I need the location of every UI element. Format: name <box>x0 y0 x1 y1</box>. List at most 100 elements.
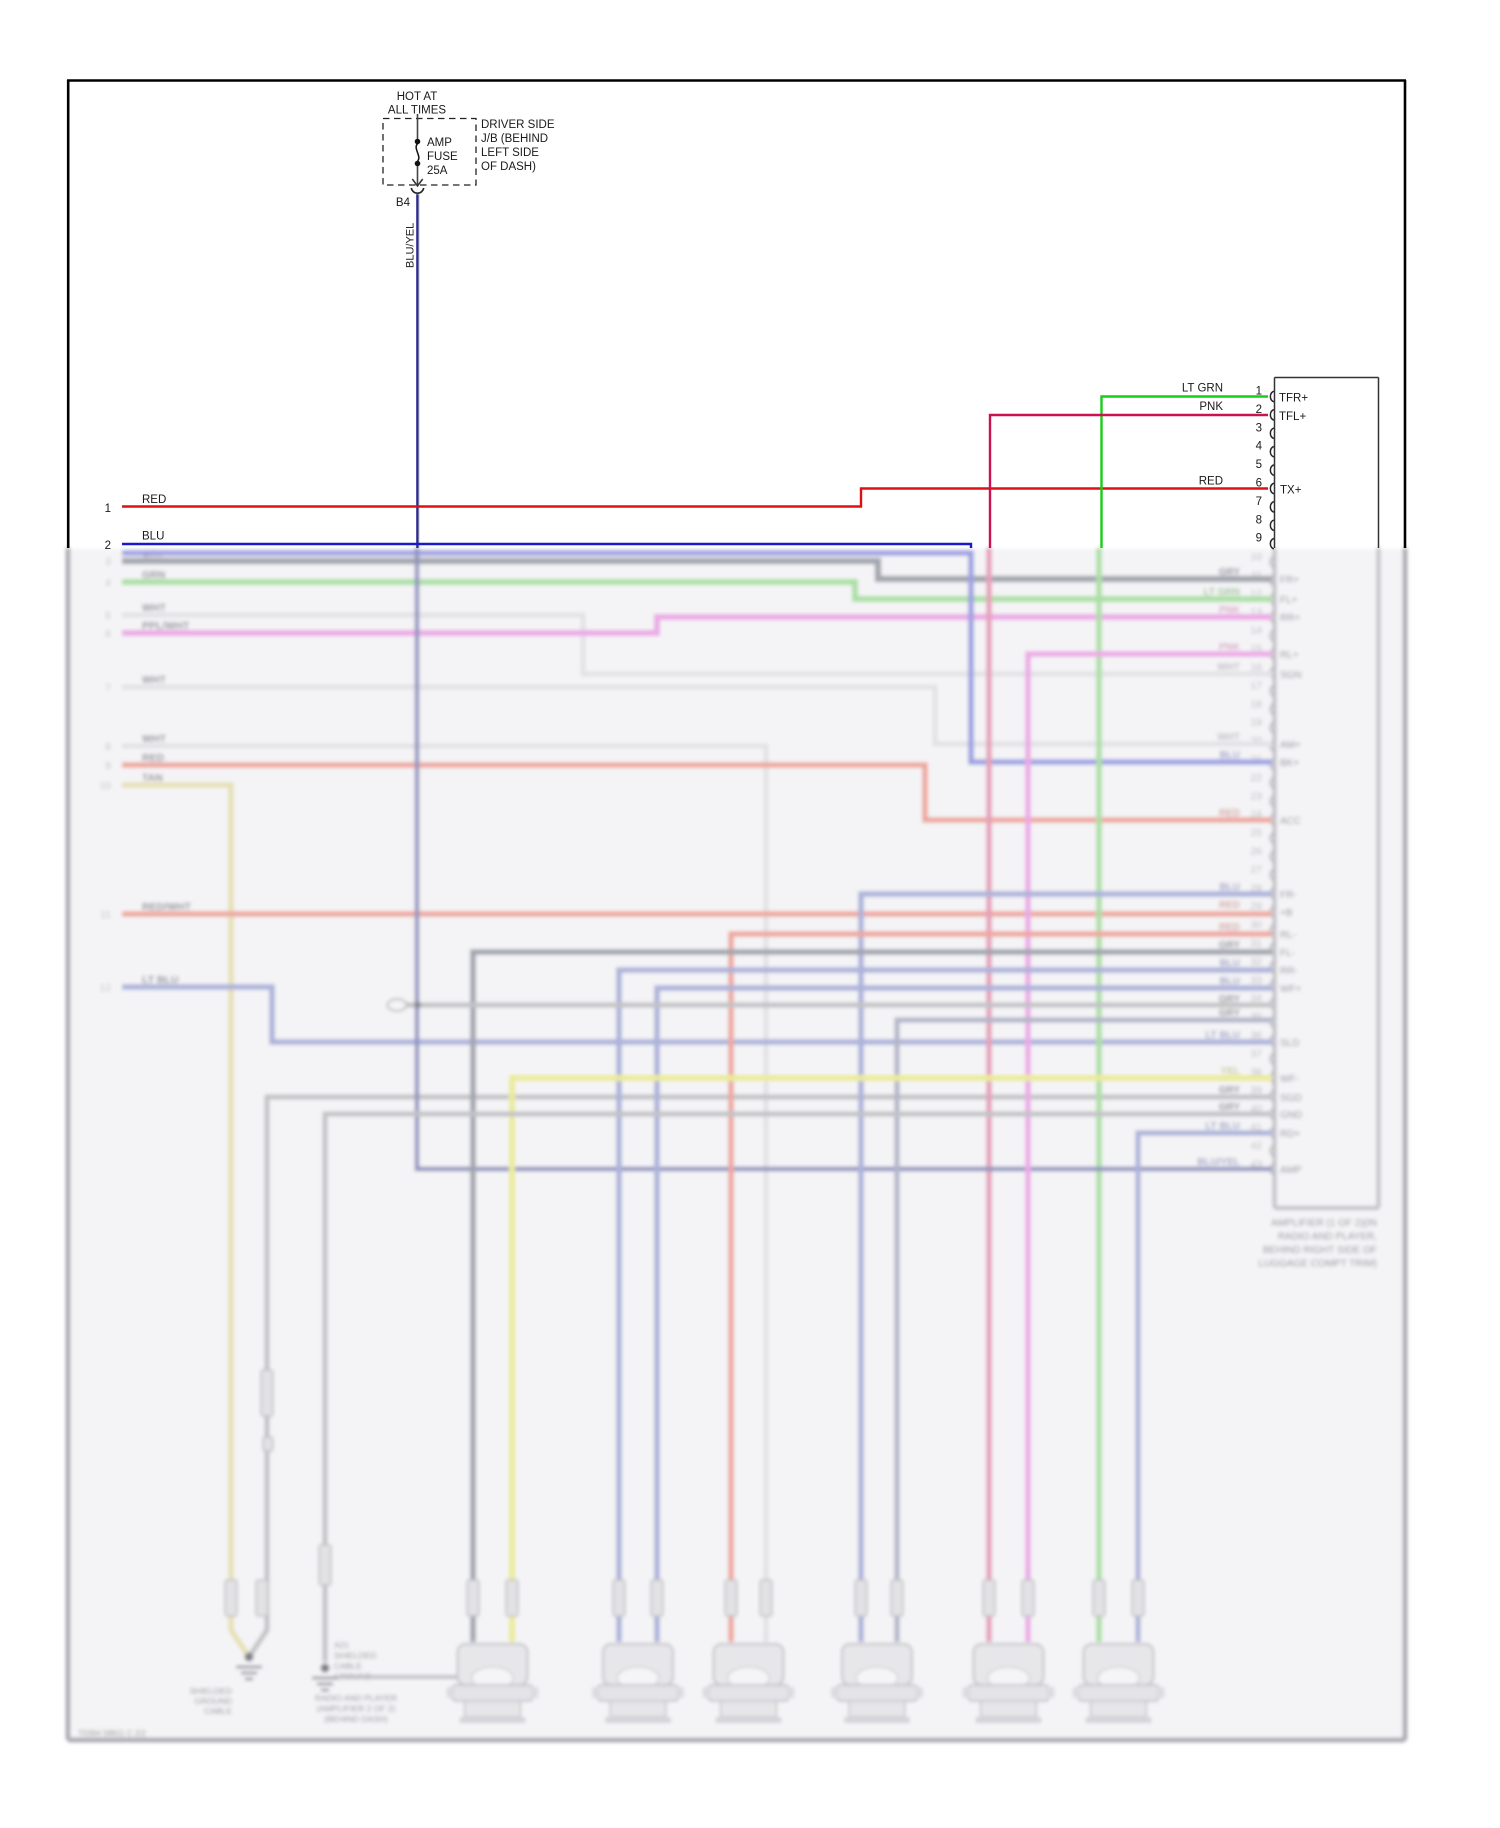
svg-text:SHIELDED: SHIELDED <box>189 1686 232 1696</box>
svg-text:BLU/YEL: BLU/YEL <box>405 223 417 268</box>
svg-text:BLU: BLU <box>1219 750 1240 761</box>
svg-text:28: 28 <box>1250 882 1262 894</box>
svg-text:6: 6 <box>1256 478 1262 490</box>
svg-text:26: 26 <box>1250 846 1262 858</box>
svg-text:PNK: PNK <box>1219 605 1241 616</box>
svg-text:17: 17 <box>1250 680 1262 692</box>
svg-text:RED: RED <box>142 752 165 764</box>
svg-text:GRY: GRY <box>1219 994 1241 1005</box>
svg-text:RED: RED <box>1219 808 1240 819</box>
svg-text:12: 12 <box>99 982 111 994</box>
svg-text:25: 25 <box>1250 827 1262 839</box>
svg-text:40: 40 <box>1250 1103 1262 1115</box>
svg-text:34: 34 <box>1250 993 1262 1005</box>
svg-text:25A: 25A <box>427 165 448 177</box>
svg-text:GROUND: GROUND <box>194 1696 232 1706</box>
svg-text:9: 9 <box>105 760 111 772</box>
svg-text:BK+: BK+ <box>1280 758 1299 769</box>
svg-text:RED/WHT: RED/WHT <box>142 901 192 913</box>
svg-text:RADIO AND PLAYER: RADIO AND PLAYER <box>315 1693 397 1703</box>
svg-text:4: 4 <box>1256 441 1263 453</box>
svg-text:BEHIND RIGHT SIDE OF: BEHIND RIGHT SIDE OF <box>1263 1245 1377 1256</box>
svg-text:29: 29 <box>1250 901 1262 913</box>
svg-text:OF DASH): OF DASH) <box>481 161 536 173</box>
svg-text:13: 13 <box>1250 606 1262 618</box>
svg-text:37: 37 <box>1250 1048 1262 1060</box>
svg-text:15: 15 <box>1250 643 1262 655</box>
svg-text:32: 32 <box>1250 956 1262 968</box>
svg-text:LT GRN: LT GRN <box>1182 383 1223 395</box>
svg-text:27: 27 <box>1250 864 1262 876</box>
svg-text:6: 6 <box>105 628 111 640</box>
svg-text:9: 9 <box>1256 533 1262 545</box>
svg-text:T0394 58811 C 2/2: T0394 58811 C 2/2 <box>78 1729 146 1738</box>
svg-text:DRIVER SIDE: DRIVER SIDE <box>481 119 555 131</box>
svg-text:23: 23 <box>1250 790 1262 802</box>
svg-text:GRY: GRY <box>1219 1102 1241 1113</box>
svg-text:FL-: FL- <box>1280 948 1295 959</box>
svg-text:WHT: WHT <box>142 674 166 686</box>
svg-text:31: 31 <box>1250 938 1262 950</box>
svg-text:RED: RED <box>1219 900 1240 911</box>
svg-text:8: 8 <box>1256 514 1262 526</box>
svg-text:AM+: AM+ <box>1280 740 1301 751</box>
svg-text:11: 11 <box>100 909 111 921</box>
svg-text:TFL+: TFL+ <box>1279 411 1306 423</box>
svg-text:GRY: GRY <box>1219 1008 1241 1019</box>
svg-text:RR+: RR+ <box>1280 613 1300 624</box>
svg-text:LT BLU: LT BLU <box>1205 1121 1240 1132</box>
svg-text:39: 39 <box>1250 1085 1262 1097</box>
svg-text:RL+: RL+ <box>1280 650 1299 661</box>
svg-text:WHT: WHT <box>1217 662 1240 673</box>
svg-text:2: 2 <box>105 540 111 552</box>
svg-text:3: 3 <box>105 556 111 568</box>
svg-text:RR-: RR- <box>1280 966 1298 977</box>
svg-text:WF-: WF- <box>1280 1074 1299 1085</box>
svg-text:WHT: WHT <box>142 602 166 614</box>
svg-text:RED: RED <box>1199 476 1223 488</box>
svg-text:WHT: WHT <box>142 733 166 745</box>
svg-text:RED: RED <box>1219 922 1240 933</box>
svg-text:5: 5 <box>1256 459 1262 471</box>
svg-text:AMP: AMP <box>427 137 452 149</box>
svg-text:7: 7 <box>1256 496 1262 508</box>
svg-text:LUGGAGE COMPT TRIM): LUGGAGE COMPT TRIM) <box>1258 1259 1377 1270</box>
svg-text:TAN: TAN <box>142 772 163 784</box>
svg-text:A21: A21 <box>334 1640 349 1650</box>
svg-text:1: 1 <box>1256 386 1262 398</box>
svg-text:FL+: FL+ <box>1280 595 1298 606</box>
svg-text:SHIELDED: SHIELDED <box>334 1651 377 1661</box>
svg-text:22: 22 <box>1250 772 1262 784</box>
svg-text:35: 35 <box>1250 1011 1262 1023</box>
svg-text:SGD: SGD <box>1280 1093 1302 1104</box>
svg-text:BLU: BLU <box>1219 958 1240 969</box>
svg-text:LT BLU: LT BLU <box>1205 1030 1240 1041</box>
svg-text:BLU/YEL: BLU/YEL <box>1197 1157 1240 1168</box>
svg-text:LT BLU: LT BLU <box>142 974 179 986</box>
svg-text:10: 10 <box>1250 551 1262 563</box>
svg-text:12: 12 <box>1250 588 1262 600</box>
svg-text:RD+: RD+ <box>1280 1129 1300 1140</box>
svg-text:19: 19 <box>1250 717 1262 729</box>
svg-text:GRY: GRY <box>1219 1085 1241 1096</box>
svg-text:LT GRN: LT GRN <box>1204 587 1240 598</box>
svg-text:PNK: PNK <box>1199 401 1223 413</box>
svg-text:RED: RED <box>142 494 166 506</box>
svg-text:WHT: WHT <box>1217 732 1240 743</box>
svg-text:20: 20 <box>1250 735 1262 747</box>
svg-text:TX+: TX+ <box>1280 485 1302 497</box>
svg-text:CABLE: CABLE <box>334 1661 362 1671</box>
svg-text:42: 42 <box>1250 1140 1262 1152</box>
svg-text:YEL: YEL <box>1221 1066 1240 1077</box>
svg-text:8: 8 <box>105 741 111 753</box>
svg-text:(AMPLIFIER 2 OF 2): (AMPLIFIER 2 OF 2) <box>317 1704 396 1714</box>
svg-text:GRY: GRY <box>1219 940 1241 951</box>
svg-text:GRN: GRN <box>142 569 165 581</box>
svg-text:RL-: RL- <box>1280 930 1296 941</box>
svg-text:PNK: PNK <box>1219 642 1241 653</box>
svg-text:SLD: SLD <box>1280 1038 1299 1049</box>
svg-text:BLU: BLU <box>142 531 164 543</box>
svg-text:41: 41 <box>1250 1122 1262 1134</box>
svg-text:CABLE: CABLE <box>204 1706 232 1716</box>
svg-text:GRY: GRY <box>1219 567 1241 578</box>
